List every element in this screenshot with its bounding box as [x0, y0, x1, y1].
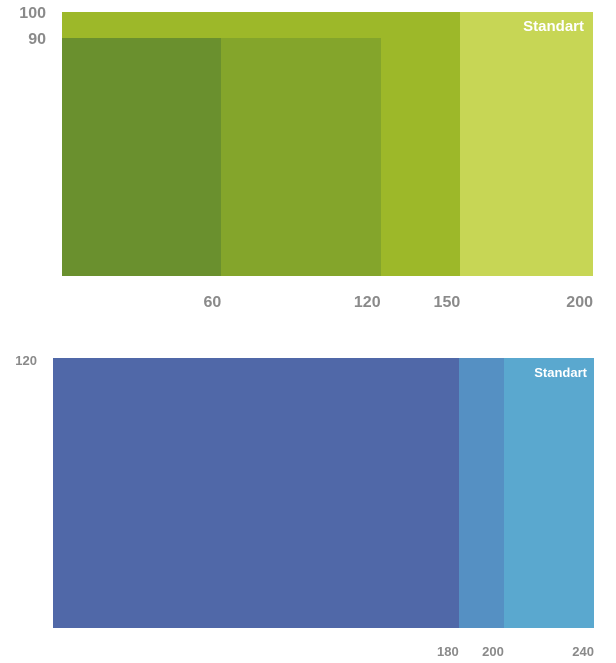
size-rect: [503, 358, 594, 628]
size-rect: [53, 358, 459, 628]
x-tick-label: 200: [566, 294, 593, 311]
standard-label: Standart: [534, 365, 587, 380]
standard-label: Standart: [523, 18, 584, 35]
x-tick-label: 240: [572, 644, 594, 659]
y-tick-label: 100: [19, 5, 46, 22]
size-rect: [460, 12, 593, 276]
y-tick-label: 120: [15, 352, 37, 368]
green-size-diagram: Standart 60 120 150 200 100 90: [19, 5, 593, 311]
x-tick-label: 120: [353, 294, 381, 311]
y-tick-label: 90: [28, 31, 46, 49]
x-tick-label: 200: [482, 644, 504, 659]
x-tick-label: 150: [433, 294, 461, 311]
size-rect: [221, 38, 381, 276]
size-rect: [62, 38, 222, 276]
x-tick-label: 180: [437, 644, 459, 659]
size-rect: [458, 358, 504, 628]
blue-size-diagram: Standart 180 200 240 120: [15, 353, 594, 660]
x-tick-label: 60: [203, 294, 222, 311]
